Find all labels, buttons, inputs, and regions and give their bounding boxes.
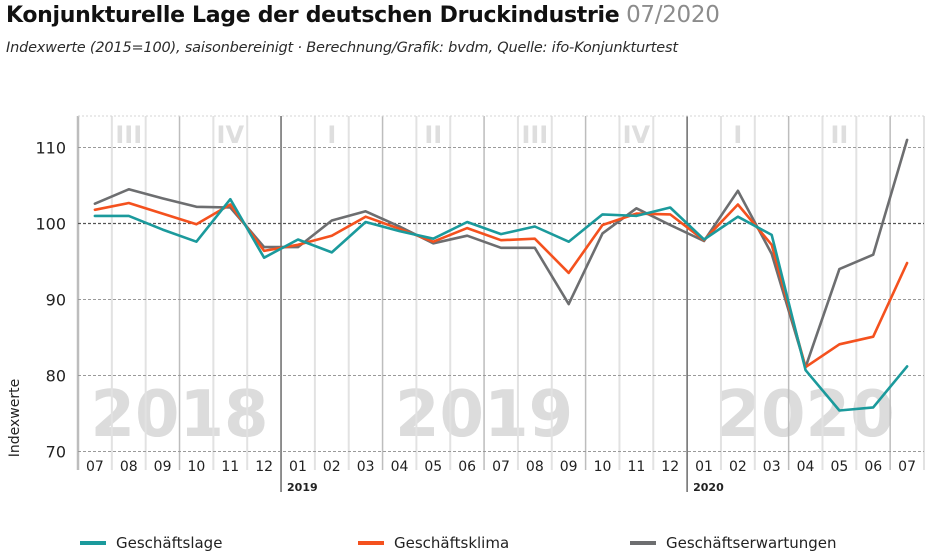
legend-item-geschaeftslage: Geschäftslage: [80, 534, 222, 552]
series-line-geschaeftsklima: [93, 201, 909, 369]
quarter-label: III: [521, 121, 548, 149]
x-tick-label: 05: [830, 459, 848, 475]
horizontal-gridlines: [78, 147, 924, 452]
year-marker-label: 2020: [693, 481, 724, 494]
x-tick-label: 03: [357, 459, 375, 475]
quarter-label: I: [327, 121, 336, 149]
x-tick-label: 12: [661, 459, 679, 475]
x-tick-label: 05: [424, 459, 442, 475]
x-tick-label: 08: [120, 459, 138, 475]
legend-item-geschaeftsklima: Geschäftsklima: [358, 534, 509, 552]
x-tick-label: 03: [763, 459, 781, 475]
legend-swatch-geschaeftsklima: [358, 541, 384, 545]
x-tick-label: 06: [458, 459, 476, 475]
quarter-label: IV: [217, 121, 245, 149]
quarter-label: III: [115, 121, 142, 149]
legend-swatch-geschaeftslage: [80, 541, 106, 545]
x-tick-label: 09: [560, 459, 578, 475]
x-tick-label: 09: [154, 459, 172, 475]
x-tick-label: 08: [526, 459, 544, 475]
y-tick-label: 110: [35, 139, 66, 158]
x-tick-label: 10: [188, 459, 206, 475]
x-tick-label: 11: [221, 459, 239, 475]
x-tick-label: 02: [323, 459, 341, 475]
chart-title: Konjunkturelle Lage der deutschen Drucki…: [6, 2, 720, 28]
legend-swatch-geschaeftserwartungen: [630, 541, 656, 545]
year-watermark: 2020: [716, 378, 894, 452]
legend-label: Geschäftserwartungen: [666, 534, 837, 552]
x-tick-label: 07: [492, 459, 510, 475]
x-tick-label: 11: [627, 459, 645, 475]
y-tick-label: 70: [46, 443, 66, 462]
chart-subtitle: Indexwerte (2015=100), saisonbereinigt ·…: [6, 40, 678, 56]
x-tick-label: 04: [797, 459, 815, 475]
x-tick-label: 01: [695, 459, 713, 475]
y-axis-label: Indexwerte: [7, 379, 23, 457]
x-tick-label: 06: [864, 459, 882, 475]
line-chart: 2018 2019 2020 III IV I II III IV I II 7080901001…: [7, 115, 925, 494]
x-axis-ticks: 07 08 09 10 11 12 01 02 03 04 05 06 07 08 09 10 11 12 01 02…: [86, 459, 916, 475]
year-marker-label: 2019: [287, 481, 318, 494]
year-markers: 2019 2020: [287, 481, 724, 494]
chart-title-main: Konjunkturelle Lage der deutschen Drucki…: [6, 3, 620, 28]
series-line-geschaeftserwartungen: [93, 138, 909, 369]
series-lines: [93, 138, 909, 412]
legend-label: Geschäftslage: [116, 534, 223, 552]
year-watermarks: 2018 2019 2020: [90, 378, 894, 452]
x-tick-label: 07: [86, 459, 104, 475]
quarter-label: II: [830, 121, 848, 149]
chart-title-date: 07/2020: [626, 2, 720, 28]
y-tick-label: 100: [35, 215, 66, 234]
legend-item-geschaeftserwartungen: Geschäftserwartungen: [630, 534, 837, 552]
chart-legend: Geschäftslage Geschäftsklima Geschäftser…: [0, 534, 940, 556]
y-tick-label: 80: [46, 367, 66, 386]
x-tick-label: 12: [255, 459, 273, 475]
legend-label: Geschäftsklima: [394, 534, 510, 552]
x-tick-label: 02: [729, 459, 747, 475]
quarter-label: II: [424, 121, 442, 149]
x-tick-label: 07: [898, 459, 916, 475]
series-line-geschaeftslage: [93, 197, 909, 412]
y-tick-label: 90: [46, 291, 66, 310]
quarter-labels: III IV I II III IV I II: [115, 121, 848, 149]
x-tick-label: 04: [391, 459, 409, 475]
x-tick-label: 01: [289, 459, 307, 475]
quarter-label: I: [733, 121, 742, 149]
y-axis-ticks: 70 80 90 100 110: [35, 139, 66, 462]
x-tick-label: 10: [594, 459, 612, 475]
vertical-gridlines: [76, 115, 925, 492]
quarter-label: IV: [623, 121, 651, 149]
